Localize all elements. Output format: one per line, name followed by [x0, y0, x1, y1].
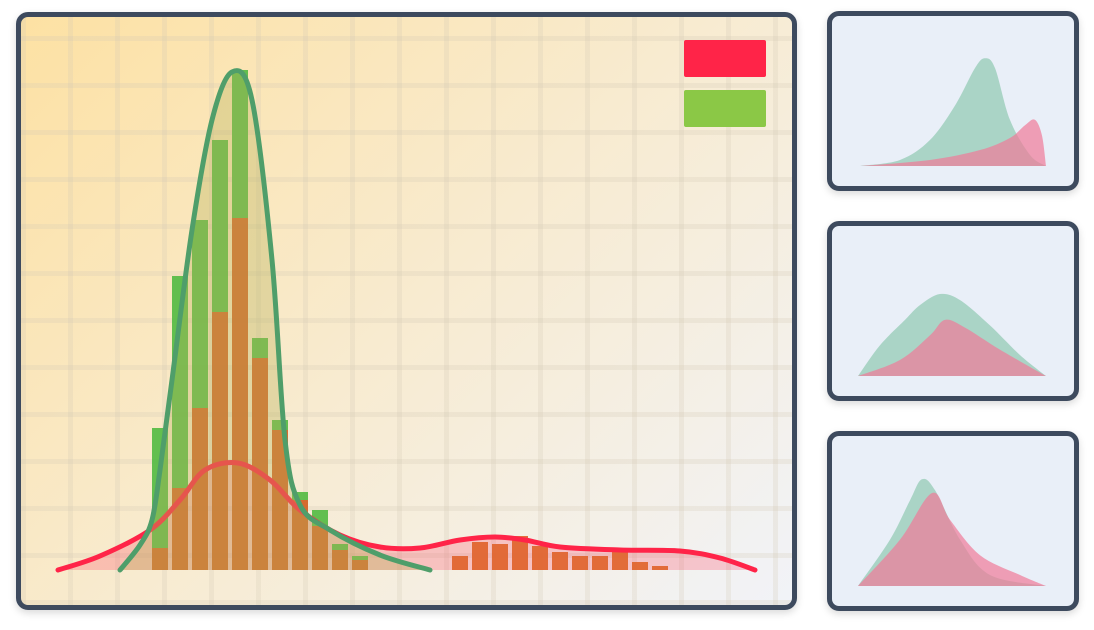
area	[860, 119, 1046, 166]
bar	[152, 548, 168, 570]
bar	[232, 218, 248, 570]
bar	[332, 550, 348, 570]
main-panel	[16, 12, 797, 610]
bar	[532, 546, 548, 570]
bar	[352, 560, 368, 570]
bar	[592, 556, 608, 570]
area	[860, 58, 1046, 166]
bar	[512, 536, 528, 570]
bar	[292, 500, 308, 570]
bar	[612, 552, 628, 570]
density-line	[117, 68, 433, 573]
bar	[212, 312, 228, 570]
bar	[472, 542, 488, 570]
area	[858, 319, 1046, 376]
bar	[172, 488, 188, 570]
bar	[552, 552, 568, 570]
bar	[272, 430, 288, 570]
bar	[632, 562, 648, 570]
bar	[452, 556, 468, 570]
bar	[492, 544, 508, 570]
bar	[192, 408, 208, 570]
bar	[312, 526, 328, 570]
bar	[652, 566, 668, 570]
legend-swatch	[684, 90, 766, 127]
legend-swatch	[684, 40, 766, 77]
bar	[252, 358, 268, 570]
density-line	[55, 460, 758, 573]
bar	[152, 428, 168, 570]
bar	[572, 556, 588, 570]
area	[858, 492, 1046, 586]
